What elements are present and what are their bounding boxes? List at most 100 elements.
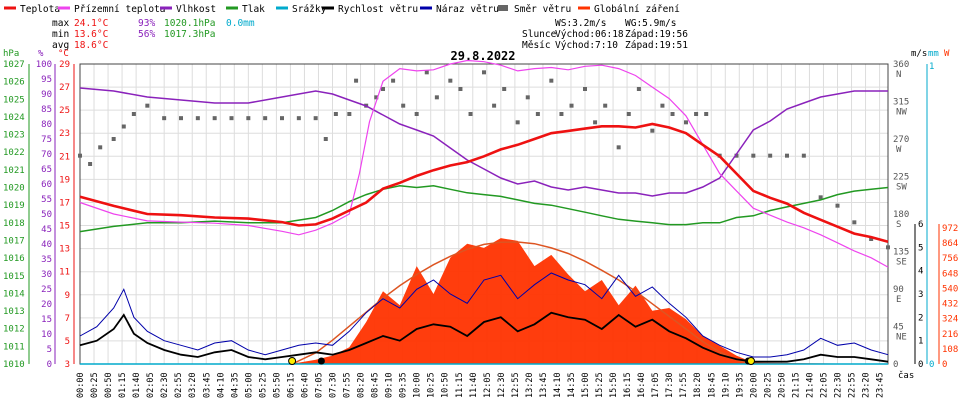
series-wind-direction-point [593, 120, 598, 125]
axis-header-ms: m/s [911, 49, 927, 59]
tick-temperature: 21 [59, 152, 70, 162]
x-tick-label: 18:20 [693, 372, 703, 398]
series-wind-direction-point [323, 137, 328, 141]
tick-humidity: 75 [41, 135, 52, 145]
series-wind-direction-point [835, 203, 840, 208]
tick-temperature: 27 [59, 83, 70, 93]
stat-min-label: min [52, 29, 69, 40]
tick-pressure: 1017 [3, 236, 25, 246]
tick-temperature: 7 [65, 314, 70, 324]
x-tick-label: 05:00 [244, 372, 254, 398]
series-wind-direction-point [145, 103, 150, 108]
tick-wind: 1 [918, 337, 923, 347]
x-tick-label: 20:50 [777, 372, 787, 398]
series-wind-direction-point [401, 103, 406, 108]
tick-pressure: 1020 [3, 184, 25, 194]
stats-panel: max 24.1°C 93% 1020.1hPa 0.0mm min 13.6°… [52, 18, 255, 51]
chart-title: 29.8.2022 [450, 49, 515, 63]
series-wind-direction-point [525, 95, 530, 100]
stat-max-press: 1020.1hPa [164, 18, 215, 29]
series-wind-direction-point [162, 116, 167, 121]
x-tick-label: 11:15 [455, 372, 465, 398]
tick-pressure: 1022 [3, 148, 25, 158]
tick-pressure: 1026 [3, 78, 25, 88]
tick-temperature: 25 [59, 106, 70, 116]
series-wind-direction-point [374, 95, 379, 100]
info-sun-set: Západ:19:56 [625, 29, 688, 40]
x-tick-label: 19:10 [721, 372, 731, 398]
x-tick-label: 09:35 [399, 372, 409, 398]
tick-radiation: 0 [942, 360, 947, 370]
x-tick-label: 13:45 [539, 372, 549, 398]
tick-pressure: 1014 [3, 289, 25, 299]
x-tick-label: 23:20 [862, 372, 872, 398]
series-wind-direction-point [636, 87, 641, 91]
series-wind-direction-point [391, 78, 396, 83]
stat-avg-label: avg [52, 40, 69, 51]
x-tick-label: 05:25 [258, 372, 268, 398]
tick-humidity: 25 [41, 285, 52, 295]
series-wind-direction-point [616, 145, 621, 150]
series-wind-direction-point [626, 112, 631, 116]
series-wind-direction-point [121, 124, 126, 129]
legend-label-2: Vlhkost [176, 4, 216, 15]
x-tick-label: 11:40 [469, 372, 479, 398]
tick-direction-name: NE [896, 333, 907, 343]
tick-direction-name: E [896, 295, 901, 305]
series-wind-direction-point [88, 162, 93, 166]
legend-label-4: Srážky [292, 4, 327, 15]
x-tick-label: 05:50 [272, 372, 282, 398]
tick-temperature: 19 [59, 175, 70, 185]
info-sun-label: Slunce [522, 29, 557, 40]
tick-pressure: 1013 [3, 307, 25, 317]
legend-label-6: Náraz větru [436, 4, 499, 15]
tick-pressure: 1025 [3, 95, 25, 105]
series-wind-direction-point [818, 195, 823, 200]
x-tick-label: 04:35 [230, 372, 240, 398]
tick-humidity: 15 [41, 315, 52, 325]
plot-area [78, 59, 890, 365]
tick-radiation: 108 [942, 345, 958, 355]
info-moon-rise: Východ:7:10 [555, 40, 618, 51]
stat-min-temp: 13.6°C [74, 29, 108, 40]
tick-humidity: 50 [41, 210, 52, 220]
x-tick-label: 00:00 [76, 372, 86, 398]
tick-wind: 4 [918, 267, 923, 277]
series-wind-direction-point [694, 112, 699, 116]
legend-label-3: Tlak [242, 4, 265, 15]
series-wind-direction-point [195, 116, 200, 121]
x-tick-label: 22:55 [848, 372, 858, 398]
series-ground-temperature [79, 59, 889, 268]
x-tick-label: 18:45 [707, 372, 717, 398]
tick-wind: 3 [918, 290, 923, 300]
series-wind-direction-point [549, 78, 554, 83]
axes: 00:00 00:25 00:50 01:15 01:40 02:05 02:30 02:55… [3, 60, 958, 398]
stat-avg-temp: 18.6°C [74, 40, 108, 51]
tick-pressure: 1015 [3, 272, 25, 282]
series-wind-direction-point [559, 112, 564, 116]
tick-temperature: 11 [59, 268, 70, 278]
x-tick-label: 13:20 [525, 372, 535, 398]
tick-rain: 1 [929, 62, 934, 72]
tick-humidity: 0 [47, 360, 52, 370]
axis-header-mm: mm [928, 49, 939, 59]
x-tick-label: 09:10 [385, 372, 395, 398]
tick-direction: 135 [893, 248, 909, 258]
axis-header-time: čas [898, 370, 914, 381]
tick-humidity: 80 [41, 120, 52, 130]
x-tick-label: 01:40 [132, 372, 142, 398]
x-tick-label: 07:30 [329, 372, 339, 398]
x-tick-label: 22:30 [834, 372, 844, 398]
axis-header-hpa: hPa [3, 49, 19, 59]
x-tick-label: 15:00 [581, 372, 591, 398]
tick-humidity: 90 [41, 90, 52, 100]
series-wind-direction-point [684, 120, 688, 125]
tick-direction: 90 [893, 285, 904, 295]
x-tick-label: 10:50 [441, 372, 451, 398]
x-tick-label: 02:05 [146, 372, 156, 398]
x-tick-label: 16:15 [623, 372, 633, 398]
tick-temperature: 5 [65, 337, 70, 347]
series-wind-direction-point [381, 87, 385, 91]
tick-temperature: 17 [59, 198, 70, 208]
